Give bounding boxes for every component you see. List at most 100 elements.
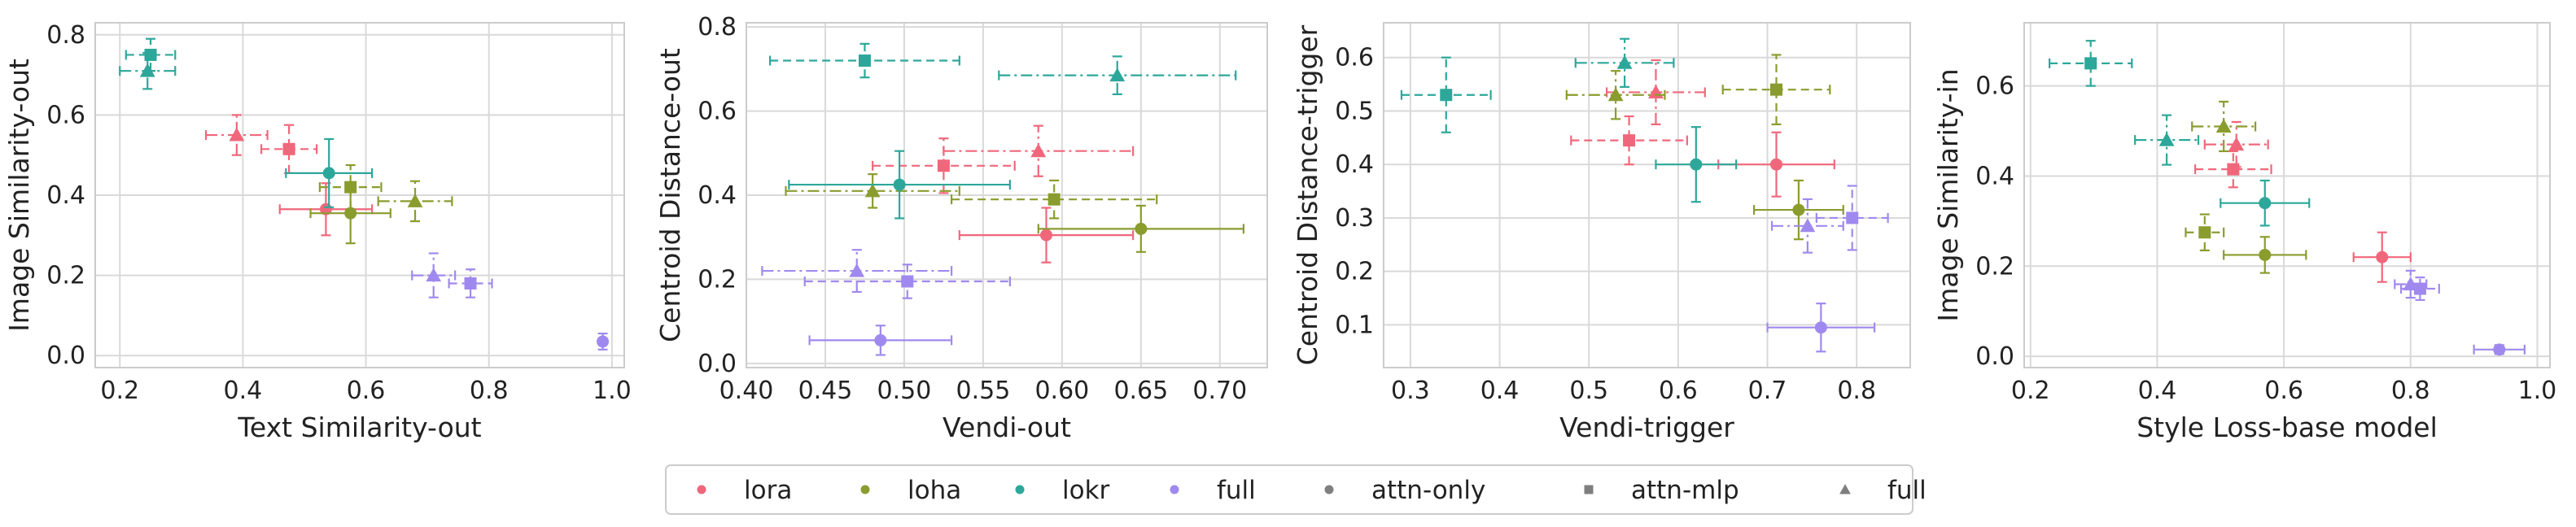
marker-circle: [2259, 197, 2272, 210]
x-tick-label: 0.6: [2264, 377, 2303, 405]
legend-marker-triangle: [1839, 484, 1851, 494]
legend-item: attn-mlp: [1584, 476, 1739, 505]
data-point-full-triangle: [2394, 269, 2428, 299]
x-tick-label: 0.6: [347, 377, 386, 405]
marker-square: [937, 159, 950, 172]
x-axis-label: Vendi-trigger: [1559, 412, 1734, 443]
data-point-lora-circle: [1717, 131, 1835, 198]
data-point-full-circle: [808, 324, 953, 356]
plot-frame: [94, 22, 625, 368]
marker-circle: [2259, 248, 2272, 261]
y-tick-label: 0.6: [1335, 44, 1374, 72]
y-tick-label: 0.0: [46, 342, 85, 370]
x-tick-label: 0.45: [798, 377, 853, 405]
legend-item: lokr: [1015, 476, 1110, 505]
marker-circle: [2376, 250, 2389, 264]
legend-marker-circle: [1015, 485, 1025, 494]
data-point-lokr-circle: [285, 137, 374, 208]
x-axis-label: Style Loss-base model: [2136, 412, 2438, 443]
y-tick-label: 0.3: [1335, 204, 1374, 233]
x-tick-label: 0.8: [1837, 377, 1876, 405]
y-tick-label: 0.8: [698, 13, 737, 41]
data-point-lokr-square: [1400, 56, 1492, 133]
data-point-lokr-triangle: [119, 51, 177, 90]
data-point-lokr-triangle: [2134, 114, 2200, 166]
x-tick-label: 0.4: [224, 377, 263, 405]
data-point-full-circle: [1766, 303, 1876, 353]
marker-circle: [1039, 229, 1052, 242]
data-point-full-circle: [2473, 343, 2526, 356]
legend-label: full: [1217, 476, 1256, 505]
marker-square: [1440, 89, 1453, 102]
legend-label: lora: [744, 476, 792, 505]
data-point-loha-triangle: [785, 173, 960, 209]
data-point-full-triangle: [1770, 198, 1844, 254]
chart-panel-4: 0.2 0.4 0.6 0.8 1.0 0.0 0.2 0.4 0.6 Style Loss-ba…: [1932, 22, 2557, 443]
plot-area: [1384, 23, 1910, 368]
plot-area: [2024, 23, 2550, 368]
data-point-full-square: [803, 264, 1011, 299]
marker-triangle: [849, 263, 865, 277]
marker-triangle: [2403, 277, 2419, 290]
marker-circle: [597, 335, 610, 348]
x-tick-label: 0.4: [1480, 377, 1520, 405]
data-point-lokr-circle: [2220, 179, 2311, 227]
marker-circle: [2493, 343, 2506, 356]
data-point-lokr-square: [125, 37, 177, 72]
data-point-full-triangle: [411, 252, 457, 298]
x-axis-label: Vendi-out: [942, 412, 1071, 443]
x-tick-label: 0.65: [1113, 377, 1168, 405]
x-tick-label: 0.50: [877, 377, 932, 405]
plot-frame: [1383, 22, 1911, 368]
marker-square: [2227, 163, 2240, 176]
data-point-lora-square: [1570, 115, 1688, 166]
chart-panels: 0.2 0.4 0.6 0.8 1.0 0.0 0.2 0.4 0.6 0.8 Text Simil…: [3, 13, 2556, 443]
x-tick-label: 0.4: [2138, 377, 2177, 405]
chart-panel-2: 0.40 0.45 0.50 0.55 0.60 0.65 0.70 0.0 0.2 0.4 0.6…: [654, 13, 1268, 443]
legend-marker-circle: [1170, 485, 1179, 494]
x-tick-label: 0.3: [1391, 377, 1430, 405]
marker-circle: [322, 167, 335, 180]
x-tick-label: 0.8: [470, 377, 509, 405]
x-tick-label: 0.60: [1034, 377, 1089, 405]
y-tick-label: 0.6: [46, 101, 85, 129]
legend-label: attn-only: [1371, 476, 1485, 505]
y-tick-label: 0.6: [698, 98, 737, 126]
data-point-loha-square: [2185, 213, 2225, 251]
y-axis-label: Centroid Distance-trigger: [1292, 24, 1323, 365]
marker-triangle: [1030, 143, 1047, 158]
x-tick-label: 0.6: [1659, 377, 1698, 405]
marker-circle: [1690, 158, 1703, 171]
data-point-lokr-square: [768, 42, 960, 79]
x-tick-label: 0.2: [100, 377, 139, 405]
legend-item: loha: [860, 476, 961, 505]
marker-triangle: [2228, 137, 2245, 151]
chart-panel-1: 0.2 0.4 0.6 0.8 1.0 0.0 0.2 0.4 0.6 0.8 Text Simil…: [3, 21, 632, 443]
marker-triangle: [426, 268, 442, 282]
x-tick-label: 1.0: [2518, 377, 2557, 405]
y-tick-label: 0.4: [1335, 150, 1374, 179]
marker-square: [1047, 193, 1061, 206]
marker-circle: [1792, 203, 1805, 216]
y-axis-label: Centroid Distance-out: [654, 48, 686, 342]
x-tick-label: 0.55: [956, 377, 1011, 405]
marker-triangle: [2215, 119, 2232, 133]
data-point-full-square: [448, 268, 493, 298]
legend-item: full: [1839, 476, 1927, 505]
chart-panel-3: 0.3 0.4 0.5 0.6 0.7 0.8 0.1 0.2 0.3 0.4 0.5 0.6 Vend…: [1292, 22, 1911, 443]
marker-square: [1846, 211, 1859, 224]
data-point-loha-triangle: [377, 180, 453, 223]
data-point-lokr-triangle: [998, 55, 1237, 96]
marker-circle: [1770, 158, 1783, 171]
legend-marker-square: [1584, 485, 1594, 494]
data-point-lora-triangle: [1606, 59, 1706, 125]
y-axis-label: Image Similarity-out: [3, 59, 35, 332]
x-tick-label: 0.5: [1569, 377, 1608, 405]
marker-triangle: [1607, 87, 1624, 102]
data-point-loha-circle: [1037, 204, 1245, 253]
data-point-full-triangle: [761, 249, 953, 294]
legend-item: lora: [697, 476, 792, 505]
y-tick-label: 0.2: [1975, 252, 2014, 281]
marker-square: [901, 275, 914, 288]
